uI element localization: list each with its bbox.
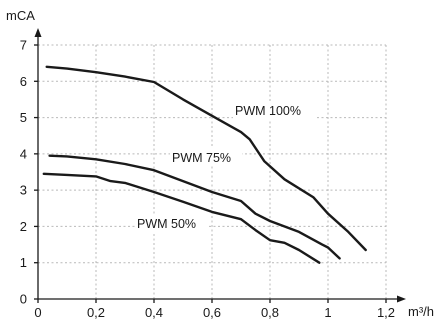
y-tick-label: 2 <box>20 219 27 234</box>
series-label-pwm-50: PWM 50% <box>137 217 196 231</box>
series <box>42 65 367 264</box>
series-labels: PWM 100% PWM 75% PWM 50% <box>135 101 315 232</box>
y-tick-label: 7 <box>20 38 27 53</box>
x-axis-arrow <box>397 295 406 303</box>
x-axis-label: m³/h <box>408 304 434 319</box>
y-axis-arrow <box>34 28 42 37</box>
y-tick-label: 5 <box>20 110 27 125</box>
y-tick-label: 1 <box>20 255 27 270</box>
y-tick-label: 6 <box>20 74 27 89</box>
series-label-pwm-100: PWM 100% <box>235 104 301 118</box>
label-bg-pwm-100 <box>233 101 315 119</box>
y-axis-label: mCA <box>6 8 35 23</box>
x-tick-label: 0,6 <box>203 305 221 320</box>
x-tick-label: 0,2 <box>87 305 105 320</box>
y-tick-label: 4 <box>20 146 27 161</box>
y-tick-label: 3 <box>20 183 27 198</box>
series-line-pwm-75 <box>48 154 341 260</box>
y-tick-label: 0 <box>20 292 27 307</box>
x-tick-label: 0 <box>34 305 41 320</box>
series-line-pwm-100 <box>45 65 367 252</box>
x-tick-label: 1 <box>324 305 331 320</box>
series-line-pwm-50 <box>42 172 321 264</box>
x-tick-label: 0,4 <box>145 305 163 320</box>
x-tick-label: 0,8 <box>261 305 279 320</box>
series-label-pwm-75: PWM 75% <box>172 151 231 165</box>
x-tick-label: 1,2 <box>377 305 395 320</box>
label-bg-pwm-75 <box>170 148 242 166</box>
grid <box>38 44 387 299</box>
label-bg-pwm-50 <box>135 214 207 232</box>
ticks: 0 0,2 0,4 0,6 0,8 1 1,2 0 1 2 3 4 5 6 7 <box>20 38 395 321</box>
axes: mCA m³/h <box>6 8 434 319</box>
